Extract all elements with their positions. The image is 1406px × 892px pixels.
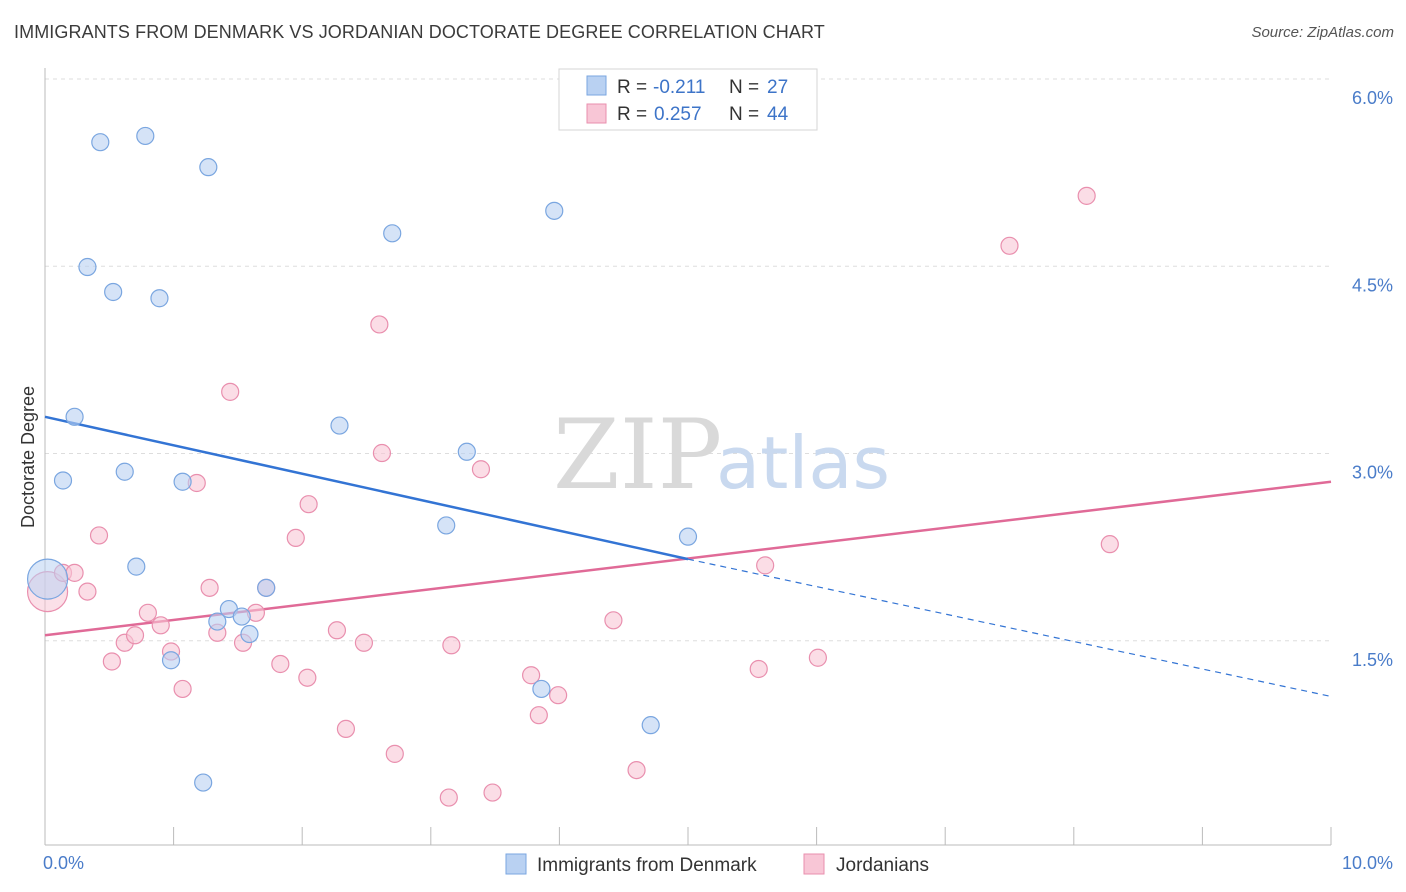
data-point-jordanians bbox=[299, 495, 318, 514]
data-point-jordanians bbox=[442, 636, 461, 655]
data-point-denmark bbox=[232, 607, 251, 626]
data-point-denmark bbox=[532, 679, 551, 699]
data-point-denmark bbox=[199, 158, 218, 177]
data-point-denmark bbox=[26, 558, 69, 600]
data-point-jordanians bbox=[372, 443, 392, 463]
x-tick-label-max: 10.0% bbox=[1342, 853, 1393, 873]
data-point-denmark bbox=[104, 282, 123, 302]
data-point-denmark bbox=[437, 516, 456, 535]
data-point-jordanians bbox=[200, 578, 219, 597]
data-point-jordanians bbox=[756, 556, 775, 575]
data-point-denmark bbox=[257, 578, 276, 597]
data-point-jordanians bbox=[151, 616, 170, 635]
trend-line-denmark-extrapolated bbox=[687, 558, 1332, 698]
y-tick-label: 1.5% bbox=[1352, 650, 1393, 670]
legend-r-value-1: -0.211 bbox=[653, 77, 705, 98]
data-point-jordanians bbox=[604, 611, 623, 630]
data-point-jordanians bbox=[1100, 535, 1119, 554]
data-point-denmark bbox=[173, 472, 192, 491]
legend-n-value-1: 27 bbox=[767, 77, 788, 98]
data-point-denmark bbox=[65, 407, 84, 426]
data-point-jordanians bbox=[385, 744, 404, 763]
legend-r-value-2: 0.257 bbox=[654, 104, 702, 125]
data-point-denmark bbox=[330, 416, 349, 435]
correlation-legend: R = -0.211 N = 27 R = 0.257 N = 44 bbox=[558, 68, 818, 131]
axes-layer: 0.0% 10.0% bbox=[43, 68, 1393, 873]
data-point-jordanians bbox=[808, 648, 827, 667]
x-tick-label-min: 0.0% bbox=[43, 853, 84, 873]
data-point-jordanians bbox=[354, 633, 374, 652]
data-point-jordanians bbox=[1077, 186, 1096, 205]
data-point-denmark bbox=[136, 126, 155, 146]
data-point-denmark bbox=[208, 612, 227, 631]
legend-n-label-1: N = bbox=[729, 77, 759, 98]
data-point-jordanians bbox=[221, 382, 240, 401]
legend-n-label-2: N = bbox=[729, 104, 759, 125]
data-point-denmark bbox=[53, 471, 73, 490]
legend-n-value-2: 44 bbox=[767, 104, 789, 125]
data-point-denmark bbox=[115, 462, 134, 481]
data-point-jordanians bbox=[471, 460, 491, 479]
data-point-jordanians bbox=[271, 654, 290, 674]
data-point-denmark bbox=[91, 133, 110, 152]
data-point-jordanians bbox=[549, 686, 568, 705]
data-point-jordanians bbox=[298, 668, 317, 687]
data-point-denmark bbox=[240, 624, 259, 644]
data-point-denmark bbox=[678, 527, 698, 546]
series-label-jordanians: Jordanians bbox=[836, 855, 929, 876]
data-point-denmark bbox=[641, 716, 660, 735]
series-label-denmark: Immigrants from Denmark bbox=[537, 855, 757, 876]
data-point-jordanians bbox=[439, 788, 458, 807]
source-credit: Source: ZipAtlas.com bbox=[1251, 24, 1394, 41]
series-swatch-jordanians bbox=[803, 853, 825, 875]
trend-line-denmark bbox=[44, 415, 689, 561]
legend-r-label-1: R = bbox=[617, 77, 647, 98]
data-point-jordanians bbox=[529, 706, 548, 725]
y-tick-label: 6.0% bbox=[1352, 88, 1393, 108]
watermark: ZIP atlas bbox=[553, 399, 890, 511]
data-point-jordanians bbox=[1000, 236, 1019, 255]
data-point-denmark bbox=[161, 651, 181, 670]
data-point-jordanians bbox=[138, 603, 157, 622]
data-point-jordanians bbox=[286, 528, 305, 548]
data-point-jordanians bbox=[125, 626, 145, 645]
data-point-jordanians bbox=[370, 315, 389, 334]
data-point-jordanians bbox=[483, 783, 502, 802]
data-point-denmark bbox=[383, 224, 402, 243]
data-point-denmark bbox=[545, 201, 564, 220]
series-legend: Immigrants from Denmark Jordanians bbox=[505, 853, 929, 876]
data-point-jordanians bbox=[65, 563, 84, 582]
data-point-denmark bbox=[457, 442, 476, 461]
data-point-jordanians bbox=[336, 719, 356, 739]
data-point-jordanians bbox=[522, 666, 541, 685]
y-tick-label: 4.5% bbox=[1352, 275, 1393, 295]
legend-r-label-2: R = bbox=[617, 104, 647, 125]
data-point-denmark bbox=[150, 289, 169, 308]
data-point-jordanians bbox=[749, 659, 768, 679]
legend-swatch-pink bbox=[586, 103, 607, 124]
y-tick-label: 3.0% bbox=[1352, 463, 1393, 483]
watermark-zip: ZIP bbox=[553, 399, 722, 511]
data-point-jordanians bbox=[627, 760, 646, 780]
data-point-jordanians bbox=[78, 582, 97, 601]
watermark-atlas: atlas bbox=[716, 421, 890, 505]
chart-title: IMMIGRANTS FROM DENMARK VS JORDANIAN DOC… bbox=[14, 22, 825, 42]
data-point-jordanians bbox=[89, 526, 109, 545]
data-point-jordanians bbox=[102, 652, 121, 671]
data-point-jordanians bbox=[327, 621, 347, 640]
legend-swatch-blue bbox=[586, 75, 607, 96]
data-point-denmark bbox=[127, 557, 146, 576]
data-points bbox=[26, 126, 1119, 807]
data-point-denmark bbox=[194, 773, 213, 792]
data-point-denmark bbox=[78, 257, 97, 277]
grid-layer: 1.5% 3.0% 4.5% 6.0% bbox=[45, 78, 1393, 670]
data-point-jordanians bbox=[173, 679, 192, 699]
y-axis-label: Doctorate Degree bbox=[18, 386, 38, 528]
series-swatch-denmark bbox=[505, 853, 527, 875]
